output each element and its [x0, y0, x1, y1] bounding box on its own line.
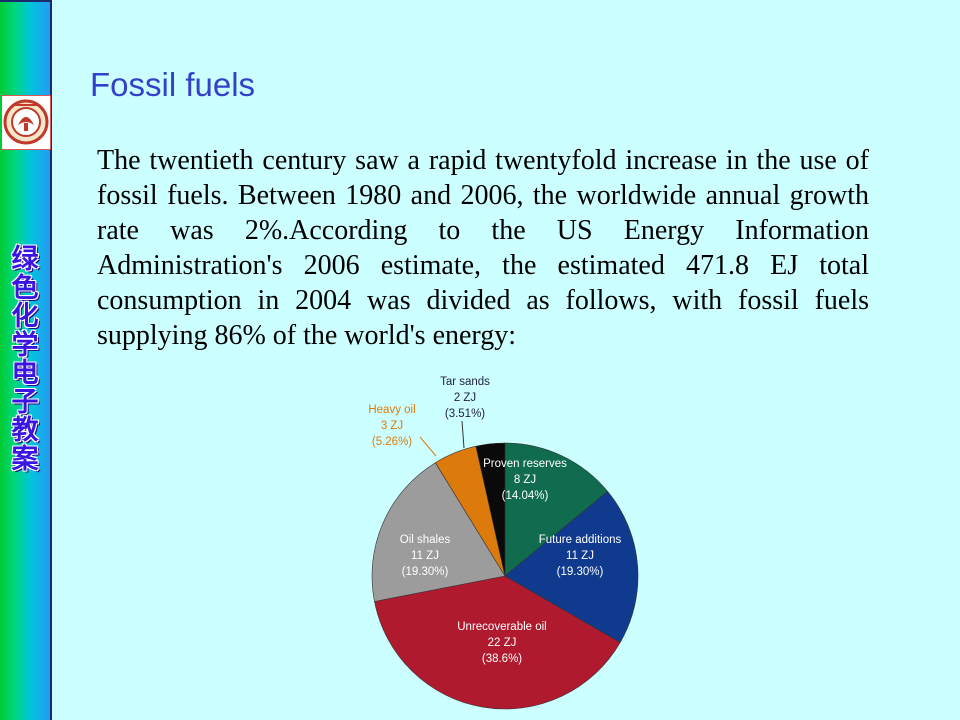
body-paragraph: The twentieth century saw a rapid twenty… [97, 145, 869, 351]
pie-label-line: (5.26%) [372, 436, 412, 448]
pie-label-line: 11 ZJ [411, 550, 439, 562]
vertical-title-char: 学 [11, 329, 39, 361]
pie-label-line: (38.6%) [482, 653, 522, 665]
pie-label-line: (19.30%) [557, 566, 604, 578]
pie-label-line: (3.51%) [445, 408, 485, 420]
vertical-title-char: 化 [11, 301, 39, 332]
pie-label-line: Future additions [539, 534, 622, 546]
pie-slice-unrecoverable-oil [374, 575, 621, 710]
pie-label-line: Oil shales [400, 534, 451, 546]
pie-label-line: 11 ZJ [566, 550, 594, 562]
pie-label-line: (14.04%) [502, 490, 549, 502]
leader-line-tar-sands [461, 420, 465, 449]
pie-label-oil-shales: Oil shales 11 ZJ (19.30%) [400, 534, 451, 578]
pie-label-future-additions: Future additions 11 ZJ (19.30%) [539, 534, 622, 578]
sidebar: 绿色化学电子教案 [0, 0, 52, 720]
page-title: Fossil fuels [90, 66, 256, 103]
pie-label-line: 8 ZJ [514, 474, 536, 486]
leader-line-heavy-oil [419, 436, 437, 457]
pie-label-tar-sands: Tar sands 2 ZJ (3.51%) [440, 376, 490, 420]
pie-label-proven-reserves: Proven reserves 8 ZJ (14.04%) [483, 458, 567, 502]
pie-label-heavy-oil: Heavy oil 3 ZJ (5.26%) [368, 404, 415, 448]
pie-slice-proven-reserves [504, 442, 609, 577]
pie-label-line: Heavy oil [368, 404, 415, 416]
vertical-title-char: 色 [11, 272, 39, 304]
pie-label-line: 22 ZJ [488, 637, 517, 649]
university-logo [1, 95, 51, 150]
vertical-title-char: 电 [11, 358, 39, 389]
pie-label-line: 2 ZJ [454, 392, 476, 404]
vertical-title-char: 子 [11, 386, 39, 418]
pie-label-line: 3 ZJ [381, 420, 403, 432]
vertical-title-char: 绿 [11, 244, 39, 275]
pie-slice-future-additions [504, 491, 639, 643]
pie-label-line: Tar sands [440, 376, 490, 388]
vertical-title-char: 案 [11, 443, 39, 475]
pie-label-line: (19.30%) [402, 566, 449, 578]
pie-slice-oil-shales [371, 462, 506, 602]
pie-label-line: Proven reserves [483, 458, 567, 470]
vertical-course-title: 绿色化学电子教案 [4, 244, 46, 475]
pie-label-unrecoverable-oil: Unrecoverable oil 22 ZJ (38.6%) [457, 621, 547, 665]
pie-slice-tar-sands [475, 442, 506, 577]
sidebar-top-border [0, 0, 52, 2]
vertical-title-char: 教 [11, 415, 39, 446]
pie-label-line: Unrecoverable oil [457, 621, 547, 633]
fossil-fuel-pie-chart: Proven reserves 8 ZJ (14.04%) Future additi… [368, 376, 639, 710]
